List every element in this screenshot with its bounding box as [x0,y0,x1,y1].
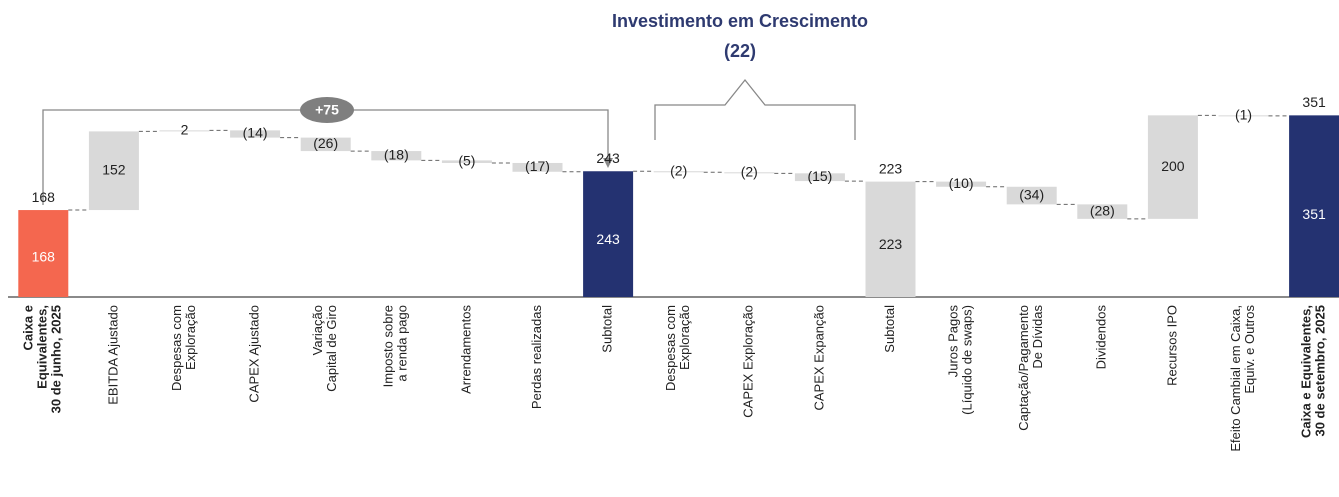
value-label: (1) [1235,106,1252,122]
bar [583,171,634,297]
bar [441,160,492,163]
bar [88,131,139,211]
bar [300,137,351,152]
bracket-label: (22) [724,41,756,61]
bar [1289,115,1339,297]
x-tick-label: Capital de Giro [324,305,339,392]
x-tick-label: Despesas com [663,305,678,391]
bar [936,181,987,187]
value-label: (2) [670,162,687,178]
x-tick-label: Caixa e [21,305,36,351]
total-label: 223 [879,160,903,176]
total-label: 243 [596,150,620,166]
x-tick-label: Arrendamentos [458,305,473,394]
bar [794,173,845,182]
bar [653,171,704,173]
value-label: (34) [1019,186,1044,202]
x-tick-label: Efeito Cambial em Caixa, [1228,305,1243,452]
bar [1147,115,1198,219]
value-label: (14) [243,125,268,141]
x-tick-label: Exploração [183,305,198,370]
total-label: 168 [32,189,56,205]
bar [371,151,422,161]
value-label: 351 [1302,206,1326,222]
x-tick-label: Subtotal [882,305,897,353]
x-tick-label: CAPEX Expanção [811,305,826,411]
x-tick-label: 30 de junho, 2025 [49,305,64,413]
value-label: (18) [384,146,409,162]
value-label: 200 [1161,158,1185,174]
value-label: (26) [313,135,338,151]
bracket-title: Investimento em Crescimento [612,11,868,31]
x-tick-label: Juros Pagos [946,305,961,378]
x-tick-label: a renda pago [395,305,410,382]
bar [159,130,210,132]
arrow-head [603,158,613,168]
x-tick-label: (Líquido de swaps) [960,305,975,415]
x-tick-label: Dividendos [1094,305,1109,370]
x-tick-label: Recursos IPO [1164,305,1179,386]
bar [1077,204,1128,219]
bar [18,210,69,297]
x-tick-label: CAPEX Ajustado [247,305,262,403]
x-tick-label: Equivalentes, [35,305,50,389]
bar [230,130,281,138]
value-label: (2) [741,164,758,180]
arrow-badge [300,97,354,123]
value-label: 2 [181,122,189,138]
value-label: (5) [458,152,475,168]
value-label: 223 [879,236,903,252]
value-label: (10) [949,175,974,191]
value-label: (15) [807,168,832,184]
x-tick-label: Equiv. e Outros [1242,305,1257,394]
value-label: (17) [525,158,550,174]
value-label: 152 [102,161,126,177]
value-label: 243 [596,231,620,247]
bar [865,181,916,297]
bar [724,172,775,174]
x-tick-label: Captação/Pagamento [1016,305,1031,431]
bar [512,162,563,172]
x-tick-label: 30 de setembro, 2025 [1313,305,1328,437]
x-tick-label: Perdas realizadas [529,305,544,410]
x-tick-label: Subtotal [600,305,615,353]
x-tick-label: EBITDA Ajustado [105,305,120,405]
bracket [654,78,856,140]
x-tick-label: CAPEX Exploração [741,305,756,418]
x-tick-label: Exploração [677,305,692,370]
bar [1006,186,1057,205]
x-tick-label: Variação [310,305,325,355]
arrow-label: +75 [315,102,339,118]
value-label: (28) [1090,202,1115,218]
x-tick-label: Imposto sobre [381,305,396,387]
x-tick-label: Despesas com [169,305,184,391]
total-label: 351 [1302,94,1326,110]
x-tick-label: Caixa e Equivalentes, [1299,305,1314,438]
bar [1218,115,1269,117]
x-tick-label: De Dívidas [1030,305,1045,369]
value-label: 168 [32,249,56,265]
